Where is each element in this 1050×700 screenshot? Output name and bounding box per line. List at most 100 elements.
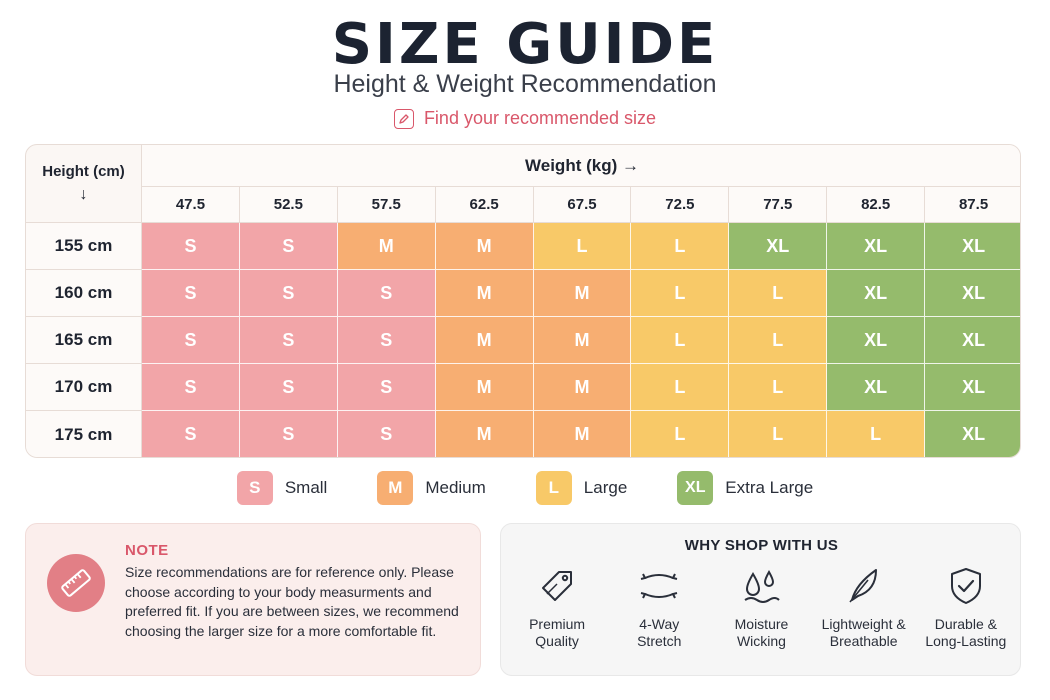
weight-column-header: 67.5: [534, 187, 632, 222]
feature-label: Premium Quality: [529, 616, 586, 649]
feature-moisture-wicking: Moisture Wicking: [711, 564, 811, 650]
height-label: 170 cm: [26, 364, 142, 411]
size-cell: L: [729, 364, 828, 411]
feature-label: Lightweight & Breathable: [821, 616, 906, 649]
table-row: 165 cm S S S M M L L XL XL: [26, 317, 1020, 364]
note-card: NOTE Size recommendations are for refere…: [25, 523, 481, 676]
feature-durable: Durable & Long-Lasting: [916, 564, 1016, 650]
size-cell: M: [533, 411, 632, 457]
size-cell: XL: [729, 223, 828, 270]
feature-label: Durable & Long-Lasting: [925, 616, 1007, 649]
note-title: NOTE: [125, 542, 169, 559]
why-shop-card: WHY SHOP WITH US Premium Quality 4-Way S…: [500, 523, 1021, 676]
size-cell: S: [142, 317, 240, 364]
height-label: 175 cm: [26, 411, 142, 457]
table-row: 160 cm S S S M M L L XL XL: [26, 270, 1020, 317]
weight-column-header: 77.5: [729, 187, 828, 222]
legend-badge: M: [377, 471, 414, 505]
size-cell: S: [142, 364, 240, 411]
weight-header: Weight (kg) →: [142, 145, 1020, 187]
legend-label: Extra Large: [725, 478, 814, 497]
legend-badge: L: [535, 471, 572, 505]
feature-label: 4-Way Stretch: [637, 616, 682, 649]
size-cell: L: [631, 270, 730, 317]
height-column-header: Height (cm) ↓: [26, 145, 142, 223]
size-cell: XL: [925, 270, 1020, 317]
feather-icon: [849, 569, 877, 603]
size-cell: L: [631, 317, 730, 364]
size-cell: M: [533, 270, 632, 317]
legend-label: Small: [284, 478, 328, 497]
size-cell: L: [729, 411, 828, 457]
weight-column-header: 62.5: [436, 187, 534, 222]
why-shop-title: WHY SHOP WITH US: [684, 537, 839, 554]
legend-item: M Medium: [377, 471, 486, 505]
feature-label: Moisture Wicking: [734, 616, 789, 649]
size-cell: S: [337, 364, 436, 411]
legend-item: S Small: [236, 471, 328, 505]
size-cell: XL: [925, 317, 1020, 364]
height-label: 160 cm: [26, 270, 142, 317]
feature-lightweight: Lightweight & Breathable: [814, 564, 914, 650]
size-cell: M: [435, 317, 534, 364]
weight-column-header: 47.5: [142, 187, 240, 222]
legend-label: Medium: [425, 478, 486, 497]
feature-4-way-stretch: 4-Way Stretch: [609, 564, 709, 650]
size-cell: S: [337, 270, 436, 317]
size-cell: M: [435, 364, 534, 411]
note-body: Size recommendations are for reference o…: [125, 564, 459, 639]
water-drops-icon: [744, 569, 781, 603]
size-cell: XL: [925, 223, 1020, 270]
size-cell: M: [435, 270, 534, 317]
size-cell: S: [142, 223, 240, 270]
size-cell: XL: [827, 223, 926, 270]
size-cell: L: [631, 411, 730, 457]
size-chart-table: Height (cm) ↓ Weight (kg) → 47.5 52.5 57.5…: [25, 144, 1021, 458]
size-cell: M: [337, 223, 436, 270]
pencil-icon: [393, 108, 414, 129]
weight-column-header: 52.5: [240, 187, 338, 222]
size-cell: XL: [827, 270, 926, 317]
weight-column-header: 57.5: [338, 187, 436, 222]
weight-column-header: 87.5: [958, 196, 989, 213]
table-row: 155 cm S S M M L L XL XL XL: [26, 223, 1020, 270]
legend-item: L Large: [535, 471, 628, 505]
table-body: 155 cm S S M M L L XL XL XL 160 cm S S S M M L L XL XL 165 c…: [26, 223, 1020, 457]
size-cell: XL: [925, 411, 1020, 457]
size-legend: S Small M Medium L Large XL Extra Large: [0, 471, 1050, 505]
height-label: 165 cm: [26, 317, 142, 364]
down-arrow-icon: ↓: [79, 186, 88, 203]
size-cell: S: [142, 411, 240, 457]
size-cell: S: [337, 411, 436, 457]
legend-label: Large: [583, 478, 628, 497]
feature-premium-quality: Premium Quality: [507, 564, 607, 650]
height-label: 155 cm: [26, 223, 142, 270]
size-cell: S: [142, 270, 240, 317]
weight-columns: 47.5 52.5 57.5 62.5 67.5 72.5 77.5 82.5 87.5: [142, 187, 1020, 223]
size-cell: M: [435, 411, 534, 457]
size-cell: L: [533, 223, 632, 270]
find-size-label: Find your recommended size: [423, 108, 657, 128]
size-cell: L: [631, 223, 730, 270]
height-header-label: Height (cm): [42, 163, 125, 180]
size-cell: S: [239, 411, 338, 457]
price-tag-icon: [542, 571, 573, 601]
page-title: SIZE GUIDE: [331, 12, 719, 77]
table-row: 175 cm S S S M M L L L XL: [26, 411, 1020, 457]
size-cell: S: [239, 223, 338, 270]
legend-badge: XL: [677, 471, 714, 505]
size-cell: S: [239, 317, 338, 364]
shield-check-icon: [950, 568, 981, 604]
size-cell: M: [435, 223, 534, 270]
size-cell: XL: [925, 364, 1020, 411]
size-cell: S: [239, 364, 338, 411]
find-size-link[interactable]: Find your recommended size: [0, 108, 1050, 129]
weight-column-header: 72.5: [631, 187, 730, 222]
legend-badge: S: [236, 471, 273, 505]
size-cell: XL: [827, 317, 926, 364]
size-cell: L: [729, 270, 828, 317]
stretch-arrows-icon: [641, 573, 678, 599]
size-cell: XL: [827, 364, 926, 411]
size-cell: S: [337, 317, 436, 364]
size-cell: M: [533, 317, 632, 364]
